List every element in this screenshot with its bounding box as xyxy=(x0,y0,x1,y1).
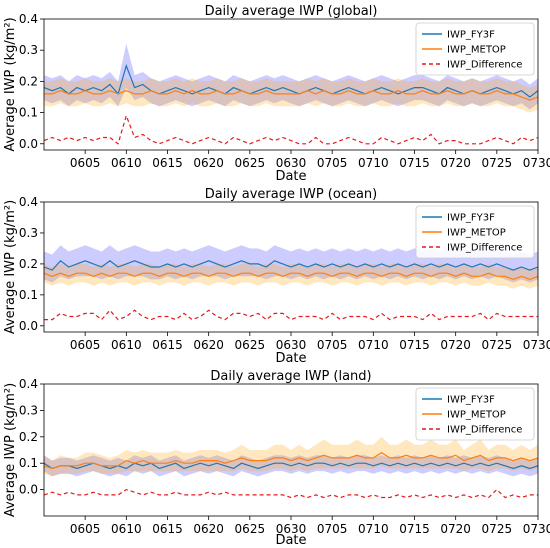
series-line-iwp-metop xyxy=(43,451,539,470)
x-tick-label: 0620 xyxy=(193,156,224,170)
y-tick-label: 0.2 xyxy=(19,74,38,88)
x-tick-label: 0705 xyxy=(317,338,348,352)
x-tick-label: 0710 xyxy=(358,156,389,170)
x-axis-label: Date xyxy=(275,169,306,184)
legend: IWP_FY3F IWP_METOP IWP_Difference xyxy=(415,205,535,259)
uncertainty-band-1 xyxy=(44,436,538,477)
legend-label: IWP_METOP xyxy=(447,45,506,56)
legend-box xyxy=(415,387,535,441)
y-tick-label: 0.0 xyxy=(19,319,38,333)
chart-panel-1: Daily average IWP (ocean) 0.0 0.1 0.2 0.3 0.4… xyxy=(3,187,550,366)
uncertainty-band-1 xyxy=(44,263,538,289)
legend-label: IWP_METOP xyxy=(447,410,506,421)
legend-label: IWP_METOP xyxy=(447,228,506,239)
y-tick-label: 0.4 xyxy=(19,195,38,209)
x-tick-label: 0605 xyxy=(70,522,101,536)
legend-label: IWP_FY3F xyxy=(447,30,495,41)
legend-label: IWP_Difference xyxy=(447,243,522,254)
x-tick-label: 0630 xyxy=(276,338,307,352)
y-tick-label: 0.4 xyxy=(19,12,38,26)
uncertainty-band-1 xyxy=(44,78,538,113)
x-tick-label: 0720 xyxy=(440,156,471,170)
x-tick-label: 0720 xyxy=(440,338,471,352)
series-line-iwp-fy3f xyxy=(43,63,539,98)
legend-label: IWP_Difference xyxy=(447,425,522,436)
x-tick-label: 0625 xyxy=(235,156,266,170)
x-tick-label: 0615 xyxy=(152,156,183,170)
x-tick-label: 0610 xyxy=(111,338,142,352)
y-tick-label: 0.1 xyxy=(19,106,38,120)
y-tick-label: 0.2 xyxy=(19,430,38,444)
x-tick-label: 0615 xyxy=(152,338,183,352)
y-tick-label: 0.0 xyxy=(19,483,38,497)
x-axis-label: Date xyxy=(275,351,306,366)
series-line-iwp-difference xyxy=(43,488,538,499)
x-axis-label: Date xyxy=(275,533,306,548)
x-tick-label: 0605 xyxy=(70,338,101,352)
y-axis-label: Average IWP (kg/m²) xyxy=(3,383,18,517)
x-tick-label: 0730 xyxy=(523,156,550,170)
y-tick-label: 0.1 xyxy=(19,288,38,302)
x-tick-label: 0710 xyxy=(358,522,389,536)
x-tick-label: 0625 xyxy=(235,522,266,536)
y-tick-label: 0.0 xyxy=(19,137,38,151)
x-tick-label: 0730 xyxy=(523,522,550,536)
chart-title: Daily average IWP (global) xyxy=(205,4,378,19)
series-line-iwp-fy3f xyxy=(43,259,539,271)
x-tick-label: 0715 xyxy=(399,156,430,170)
y-axis-label: Average IWP (kg/m²) xyxy=(3,200,18,334)
x-tick-label: 0620 xyxy=(193,338,224,352)
series-line-iwp-metop xyxy=(43,272,539,281)
legend-label: IWP_Difference xyxy=(447,60,522,71)
x-tick-label: 0705 xyxy=(317,156,348,170)
legend-label: IWP_FY3F xyxy=(447,213,495,224)
chart-panel-0: Daily average IWP (global) 0.0 0.1 0.2 0.3 0.… xyxy=(3,4,550,184)
series-line-iwp-difference xyxy=(43,113,539,145)
y-tick-label: 0.3 xyxy=(19,226,38,240)
legend-box xyxy=(415,22,535,76)
x-tick-label: 0630 xyxy=(276,522,307,536)
x-tick-label: 0625 xyxy=(235,338,266,352)
x-tick-label: 0720 xyxy=(440,522,471,536)
y-tick-label: 0.3 xyxy=(19,403,38,417)
legend-box xyxy=(415,205,535,259)
y-tick-label: 0.4 xyxy=(19,377,38,391)
x-tick-label: 0715 xyxy=(399,522,430,536)
series-line-iwp-fy3f xyxy=(43,462,539,470)
chart-panel-2: Daily average IWP (land) 0.0 0.1 0.2 0.3 0.4 0… xyxy=(3,369,550,548)
x-tick-label: 0610 xyxy=(111,156,142,170)
x-tick-label: 0725 xyxy=(482,156,513,170)
legend-label: IWP_FY3F xyxy=(447,395,495,406)
x-tick-label: 0630 xyxy=(276,156,307,170)
x-tick-label: 0620 xyxy=(193,522,224,536)
x-tick-label: 0725 xyxy=(482,522,513,536)
x-tick-label: 0705 xyxy=(317,522,348,536)
x-tick-label: 0715 xyxy=(399,338,430,352)
series-line-iwp-difference xyxy=(44,309,538,321)
x-tick-label: 0615 xyxy=(152,522,183,536)
uncertainty-band-0 xyxy=(44,44,538,110)
x-tick-label: 0610 xyxy=(111,522,142,536)
y-tick-label: 0.3 xyxy=(19,43,38,57)
x-tick-label: 0730 xyxy=(523,338,550,352)
x-tick-label: 0725 xyxy=(482,338,513,352)
chart-title: Daily average IWP (ocean) xyxy=(205,187,378,202)
y-tick-label: 0.2 xyxy=(19,257,38,271)
x-tick-label: 0605 xyxy=(70,156,101,170)
legend: IWP_FY3F IWP_METOP IWP_Difference xyxy=(415,22,535,76)
chart-title: Daily average IWP (land) xyxy=(210,369,371,384)
x-tick-label: 0710 xyxy=(358,338,389,352)
y-axis-label: Average IWP (kg/m²) xyxy=(3,17,18,151)
legend: IWP_FY3F IWP_METOP IWP_Difference xyxy=(415,387,535,441)
y-tick-label: 0.1 xyxy=(19,456,38,470)
series-line-iwp-metop xyxy=(44,90,539,101)
